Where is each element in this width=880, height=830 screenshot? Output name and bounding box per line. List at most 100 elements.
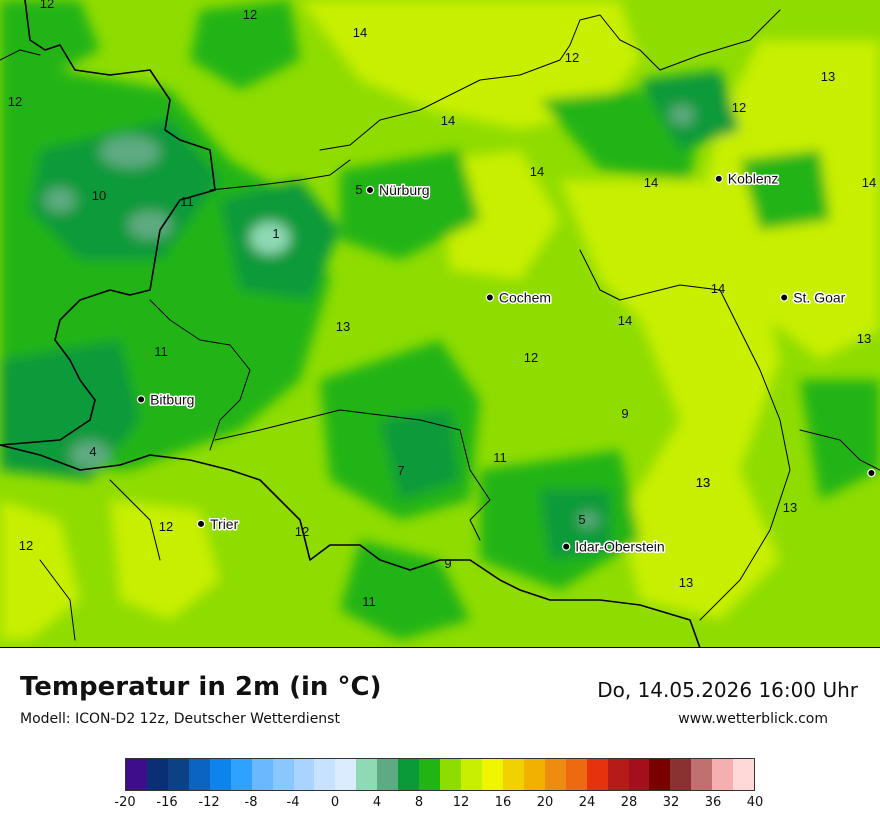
legend-color-cell: [167, 759, 189, 790]
website-link[interactable]: www.wetterblick.com: [678, 711, 828, 727]
isotherm-label: 4: [89, 444, 96, 459]
city-marker: St. Goar: [780, 288, 847, 307]
isotherm-label: 14: [862, 175, 876, 190]
isotherm-label: 10: [92, 188, 106, 203]
isotherm-label: 14: [618, 313, 632, 328]
legend-color-cell: [733, 759, 755, 790]
city-dot: [485, 293, 495, 302]
isotherm-label: 12: [40, 0, 54, 11]
legend-tick-label: 4: [372, 795, 382, 810]
isotherm-label: 11: [154, 344, 168, 359]
legend-color-cell: [188, 759, 210, 790]
isotherm-label: 11: [362, 594, 376, 609]
legend-color-cell: [523, 759, 545, 790]
legend-color-cell: [628, 759, 650, 790]
isotherm-label: 12: [565, 50, 579, 65]
isotherm-label: 11: [180, 194, 194, 209]
model-info: Modell: ICON-D2 12z, Deutscher Wetterdie…: [20, 711, 340, 727]
city-label: Cochem: [499, 290, 551, 306]
legend-tick-label: -4: [286, 795, 300, 810]
isotherm-label: 14: [644, 175, 658, 190]
isotherm-label: 7: [397, 463, 404, 478]
isotherm-label: 9: [444, 556, 451, 571]
city-label: Nürburg: [379, 182, 430, 198]
isotherm-label: 1: [272, 226, 279, 241]
legend-color-cell: [544, 759, 566, 790]
legend-tick-label: 40: [746, 795, 764, 810]
isotherm-label: 14: [530, 164, 544, 179]
city-label: Koblenz: [728, 171, 779, 187]
legend-color-cell: [649, 759, 671, 790]
legend-tick-label: -16: [156, 795, 178, 810]
city-dot: [562, 542, 571, 551]
legend-tick-label: 36: [704, 795, 722, 810]
legend-color-cell: [335, 759, 357, 790]
isotherm-label: 13: [696, 475, 710, 490]
city-marker: Nürburg: [365, 181, 431, 200]
isotherm-label: 5: [355, 182, 362, 197]
legend-color-cell: [670, 759, 692, 790]
city-label: Trier: [210, 516, 239, 532]
city-marker: Bitburg: [136, 390, 196, 409]
city-dot: [780, 293, 789, 302]
legend-color-cell: [356, 759, 378, 790]
city-marker: Trier: [196, 514, 240, 533]
city-marker: Cochem: [485, 288, 553, 307]
legend-color-cell: [565, 759, 587, 790]
isotherm-label: 13: [857, 331, 871, 346]
city-marker: Idar-Oberstein: [562, 537, 666, 556]
legend-tick-label: 16: [494, 795, 512, 810]
isotherm-label: 12: [732, 100, 746, 115]
isotherm-label: 11: [493, 450, 507, 465]
legend-color-cell: [377, 759, 399, 790]
city-dot: [136, 395, 146, 404]
legend-color-cell: [586, 759, 608, 790]
legend-tick-label: 32: [662, 795, 680, 810]
country-borders: [0, 0, 701, 647]
isotherm-label: 12: [19, 538, 33, 553]
legend-color-cell: [691, 759, 713, 790]
isotherm-label: 13: [821, 69, 835, 84]
legend-color-cell: [712, 759, 734, 790]
city-label: Idar-Oberstein: [575, 539, 664, 555]
legend-color-cell: [440, 759, 461, 790]
legend-color-cell: [230, 759, 252, 790]
legend-tick-label: 20: [536, 795, 554, 810]
legend-color-cell: [481, 759, 503, 790]
isotherm-label: 13: [783, 500, 797, 515]
legend-ticks: -20 -16 -12 -8 -4 0 4 8 12 16 20 24 28 32 36 40: [114, 795, 763, 813]
legend-tick-label: -20: [114, 795, 136, 810]
isotherm-label: 9: [621, 406, 628, 421]
legend-color-cell: [607, 759, 629, 790]
legend-color-cell: [146, 759, 168, 790]
temperature-map: 12 12 14 12 13 12 12 14 14 14 14 5 10 11 1 14 13 14 13 11 12…: [0, 0, 880, 648]
city-dot: [714, 174, 724, 183]
isotherm-label: 12: [524, 350, 538, 365]
legend-color-cell: [461, 759, 482, 790]
legend-color-cell: [272, 759, 294, 790]
city-label: St. Goar: [793, 290, 845, 306]
legend-tick-label: 8: [414, 795, 424, 810]
isotherm-label: 12: [295, 524, 309, 539]
legend-color-cell: [293, 759, 315, 790]
isotherm-label: 5: [578, 512, 585, 527]
forecast-datetime: Do, 14.05.2026 16:00 Uhr: [597, 678, 858, 702]
legend-color-cell: [251, 759, 273, 790]
isotherm-label: 12: [243, 7, 257, 22]
isotherm-label: 14: [711, 281, 725, 296]
city-marker: Bad Kreuznach: [867, 464, 880, 483]
legend-color-cell: [398, 759, 420, 790]
legend-color-cell: [419, 759, 441, 790]
isotherm-label: 12: [159, 519, 173, 534]
legend-tick-label: -8: [244, 795, 258, 810]
isotherm-label: 12: [8, 94, 22, 109]
isotherm-label: 13: [336, 319, 350, 334]
legend-tick-label: 0: [330, 795, 340, 810]
legend-tick-label: 28: [620, 795, 638, 810]
legend-color-cell: [209, 759, 231, 790]
chart-title: Temperatur in 2m (in °C): [20, 672, 382, 702]
isotherm-label: 13: [696, 475, 710, 490]
